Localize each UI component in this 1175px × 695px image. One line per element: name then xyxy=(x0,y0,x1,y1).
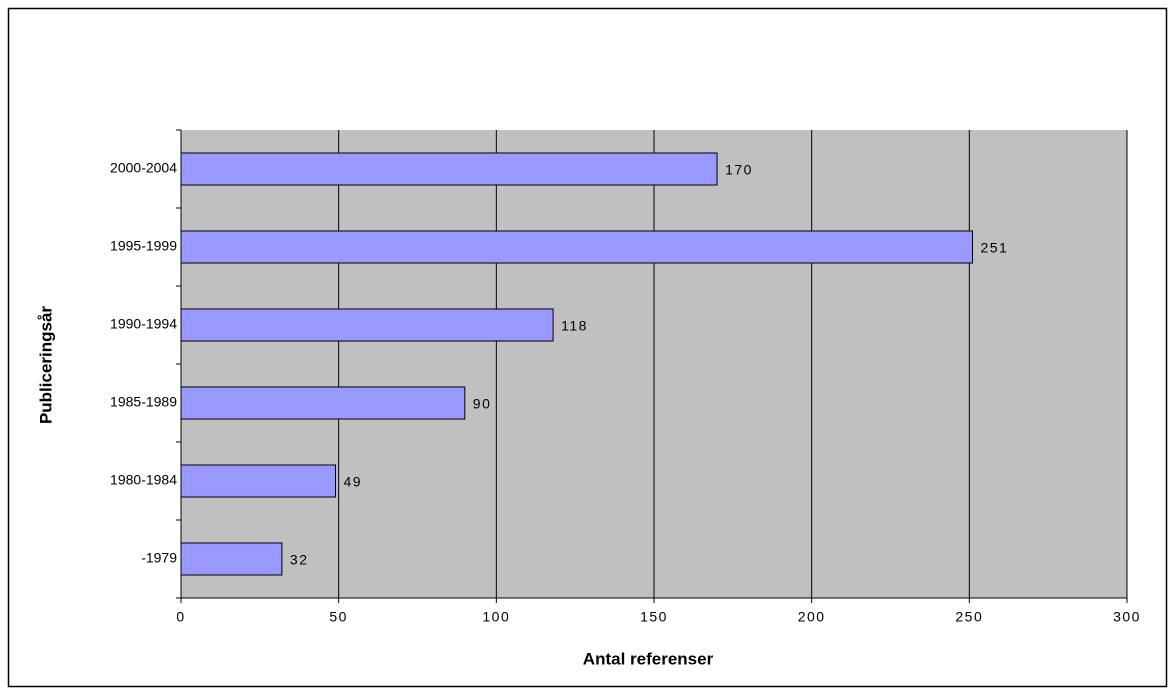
y-axis-title: Publiceringsår xyxy=(36,306,55,424)
x-tick-label: 50 xyxy=(329,609,348,625)
bar xyxy=(180,386,466,420)
y-tick-label: 1985-1989 xyxy=(110,394,177,410)
x-tick-label: 300 xyxy=(1113,609,1141,625)
bar xyxy=(180,542,283,576)
y-tick-label: -1979 xyxy=(141,550,177,566)
bar xyxy=(180,308,554,342)
data-label: 251 xyxy=(980,240,1008,256)
x-tick-label: 200 xyxy=(798,609,826,625)
data-label: 49 xyxy=(344,474,363,490)
data-label: 118 xyxy=(561,318,588,334)
y-tick-label: 1995-1999 xyxy=(110,238,177,254)
x-tick-label: 0 xyxy=(176,609,185,625)
y-tick-label: 1980-1984 xyxy=(110,472,177,488)
x-tick-label: 250 xyxy=(955,609,983,625)
data-label: 170 xyxy=(725,162,753,178)
y-tick-label: 1990-1994 xyxy=(110,316,177,332)
y-tick-label: 2000-2004 xyxy=(110,160,177,176)
bar xyxy=(180,230,973,264)
x-tick-label: 150 xyxy=(640,609,668,625)
x-tick-label: 100 xyxy=(482,609,510,625)
bar xyxy=(180,152,718,186)
data-label: 32 xyxy=(290,552,309,568)
data-label: 90 xyxy=(473,396,492,412)
x-axis-title: Antal referenser xyxy=(583,649,714,668)
bar xyxy=(180,464,337,498)
